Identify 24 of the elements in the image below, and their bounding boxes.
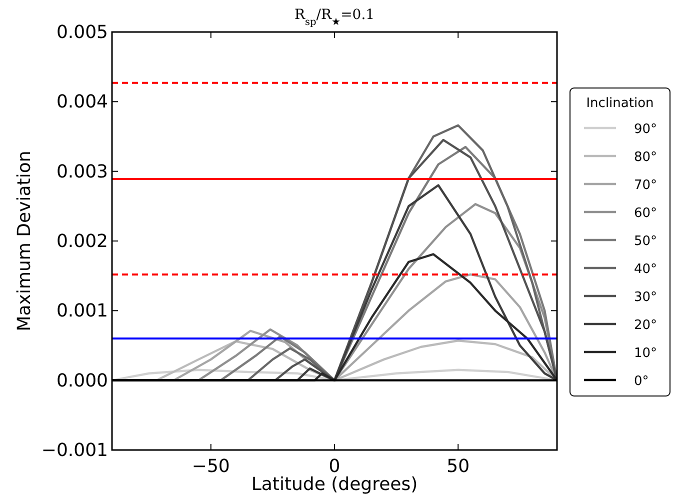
y-tick-label: 0.001 — [56, 300, 108, 322]
y-axis-title: Maximum Deviation — [14, 150, 35, 332]
y-tick-label: 0.002 — [56, 231, 108, 252]
x-tick-label: 0 — [328, 456, 340, 477]
legend-label: 20° — [634, 318, 658, 333]
x-tick-label: 50 — [446, 456, 470, 477]
y-tick-label: 0.005 — [56, 22, 108, 43]
y-tick-label: 0.000 — [56, 370, 108, 392]
y-tick-label: −0.001 — [41, 440, 108, 461]
x-axis-title: Latitude (degrees) — [251, 474, 418, 495]
legend-label: 50° — [634, 234, 658, 249]
legend-label: 60° — [634, 206, 658, 221]
legend-label: 70° — [634, 178, 658, 193]
legend-label: 0° — [634, 374, 649, 389]
legend-label: 80° — [634, 150, 658, 165]
legend-label: 30° — [634, 290, 658, 305]
legend-label: 10° — [634, 346, 658, 361]
x-tick-label: −50 — [192, 456, 230, 477]
legend-title: Inclination — [586, 96, 654, 111]
chart-title: R$_{sp}$/R$_{★}$=0.1 — [294, 7, 375, 28]
y-tick-label: 0.003 — [56, 161, 108, 182]
legend-label: 90° — [634, 122, 658, 137]
legend-label: 40° — [634, 262, 658, 277]
y-tick-label: 0.004 — [56, 92, 108, 113]
